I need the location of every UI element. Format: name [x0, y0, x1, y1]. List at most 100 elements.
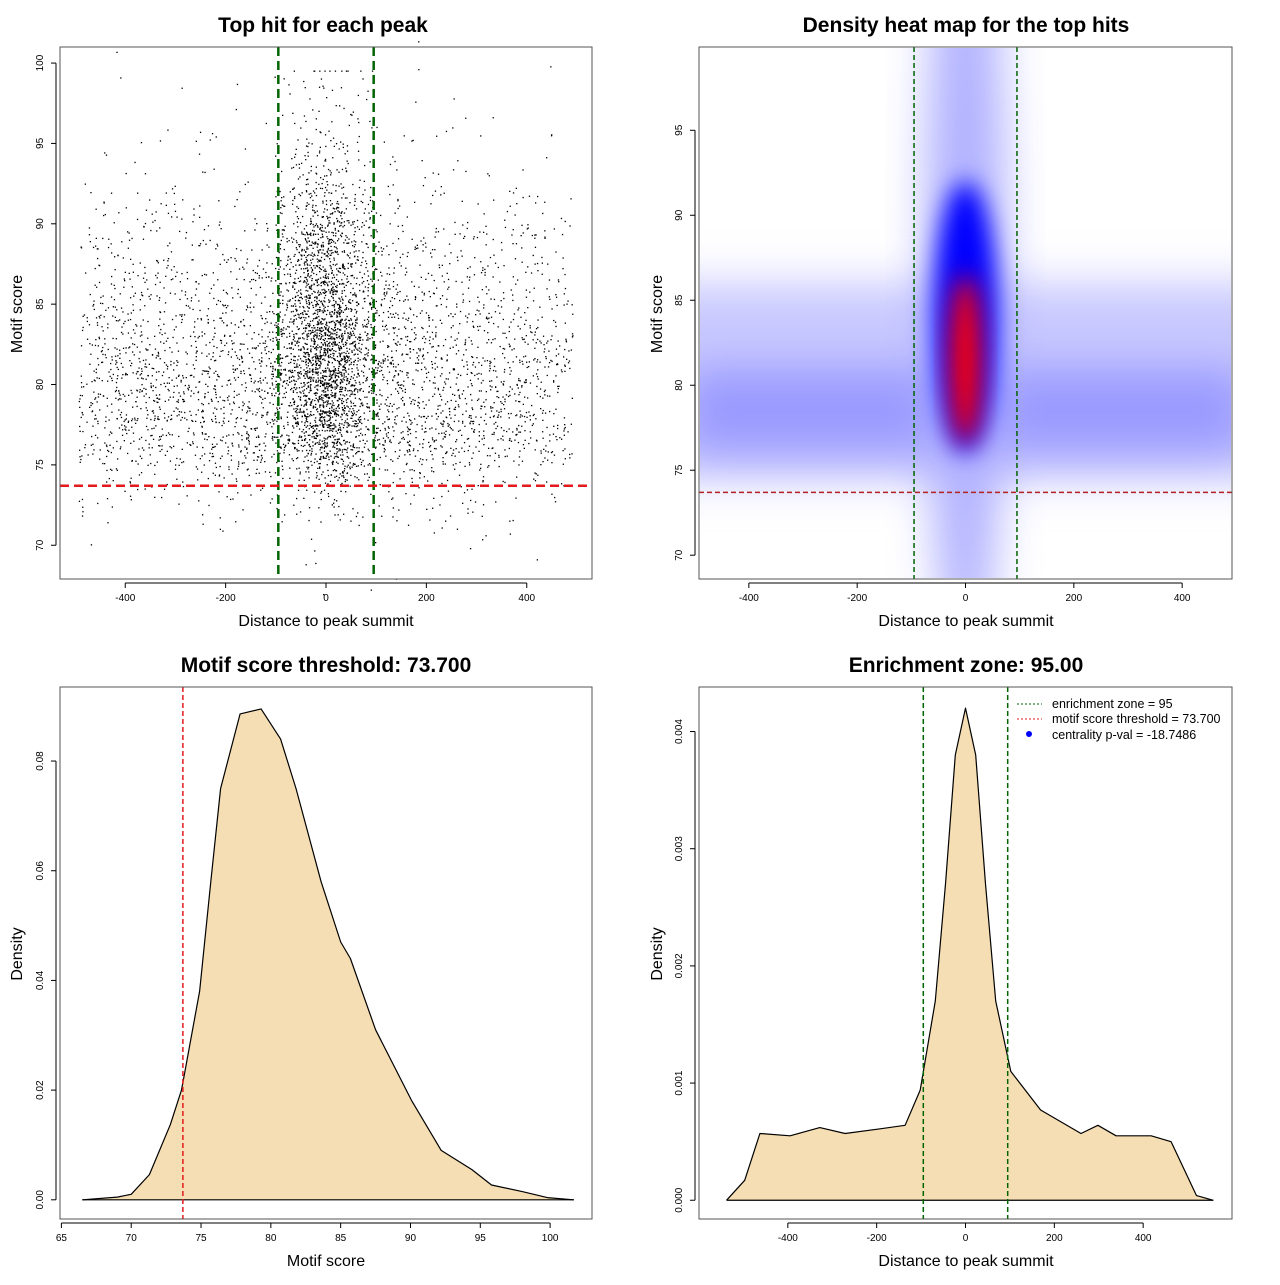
data-point: [244, 455, 246, 457]
data-point: [418, 286, 420, 288]
data-point: [308, 307, 310, 309]
data-point: [512, 229, 514, 231]
data-point: [114, 287, 116, 290]
data-point: [454, 339, 456, 341]
data-point: [470, 372, 472, 374]
data-point: [295, 457, 298, 460]
data-point: [86, 338, 89, 340]
data-point: [497, 439, 499, 441]
data-point: [514, 393, 516, 395]
data-point: [244, 426, 247, 428]
data-point: [482, 267, 484, 269]
data-point: [396, 382, 398, 384]
data-point: [368, 368, 370, 370]
data-point: [382, 311, 385, 314]
data-point: [333, 506, 335, 508]
data-point: [450, 399, 452, 402]
data-point: [571, 453, 573, 455]
data-point: [164, 302, 167, 304]
data-point: [446, 401, 449, 403]
data-point: [384, 421, 386, 423]
data-point: [303, 338, 305, 340]
data-point: [563, 485, 565, 487]
data-point: [537, 326, 539, 329]
data-point: [297, 457, 299, 459]
data-point: [159, 318, 161, 320]
data-point: [212, 455, 215, 458]
data-point: [349, 299, 351, 301]
data-point: [313, 335, 315, 338]
data-point: [106, 481, 108, 483]
data-point: [303, 347, 305, 349]
data-point: [318, 259, 320, 261]
data-point: [444, 433, 447, 436]
data-point: [127, 420, 130, 422]
data-point: [142, 277, 145, 279]
data-point: [78, 400, 80, 403]
data-point: [256, 272, 258, 275]
data-point: [500, 241, 503, 244]
data-point: [325, 353, 327, 355]
data-point: [334, 327, 336, 329]
data-point: [386, 383, 389, 385]
data-point: [309, 413, 312, 416]
data-point: [110, 283, 113, 285]
data-point: [409, 445, 412, 447]
data-point: [315, 172, 317, 174]
data-point: [480, 390, 482, 392]
data-point: [344, 480, 346, 483]
data-point: [472, 364, 474, 366]
data-point: [540, 408, 542, 410]
data-point: [319, 418, 321, 420]
data-point: [553, 425, 555, 427]
data-point: [431, 256, 433, 258]
data-point: [285, 283, 287, 285]
data-point: [333, 394, 336, 396]
data-point: [472, 408, 474, 411]
data-point: [158, 445, 160, 447]
data-point: [551, 134, 553, 136]
data-point: [333, 312, 336, 314]
data-point: [391, 350, 393, 352]
data-point: [384, 360, 386, 362]
data-point: [190, 414, 192, 416]
data-point: [223, 305, 225, 307]
data-point: [355, 208, 358, 210]
data-point: [248, 401, 250, 403]
data-point: [231, 340, 233, 342]
data-point: [376, 427, 378, 430]
data-point: [353, 364, 355, 366]
data-point: [294, 314, 297, 316]
data-point: [274, 419, 276, 421]
data-point: [531, 424, 533, 427]
data-point: [467, 449, 469, 452]
data-point: [396, 408, 398, 410]
data-point: [514, 214, 516, 216]
data-point: [442, 438, 444, 440]
data-point: [199, 309, 201, 312]
data-point: [214, 385, 216, 387]
data-point: [476, 236, 479, 239]
data-point: [345, 359, 347, 362]
data-point: [359, 421, 361, 423]
data-point: [405, 344, 407, 346]
data-point: [338, 171, 340, 173]
data-point: [431, 361, 433, 363]
data-point: [315, 329, 317, 331]
data-point: [295, 269, 298, 271]
data-point: [326, 452, 328, 454]
data-point: [139, 299, 141, 301]
data-point: [350, 417, 352, 419]
data-point: [107, 522, 109, 524]
data-point: [294, 443, 296, 445]
data-point: [90, 404, 92, 407]
data-point: [305, 301, 308, 303]
data-point: [283, 196, 285, 198]
data-point: [337, 253, 339, 255]
data-point: [315, 392, 317, 394]
data-point: [358, 429, 360, 431]
data-point: [190, 395, 192, 397]
data-point: [358, 303, 360, 305]
data-point: [217, 299, 219, 302]
data-point: [363, 319, 366, 321]
